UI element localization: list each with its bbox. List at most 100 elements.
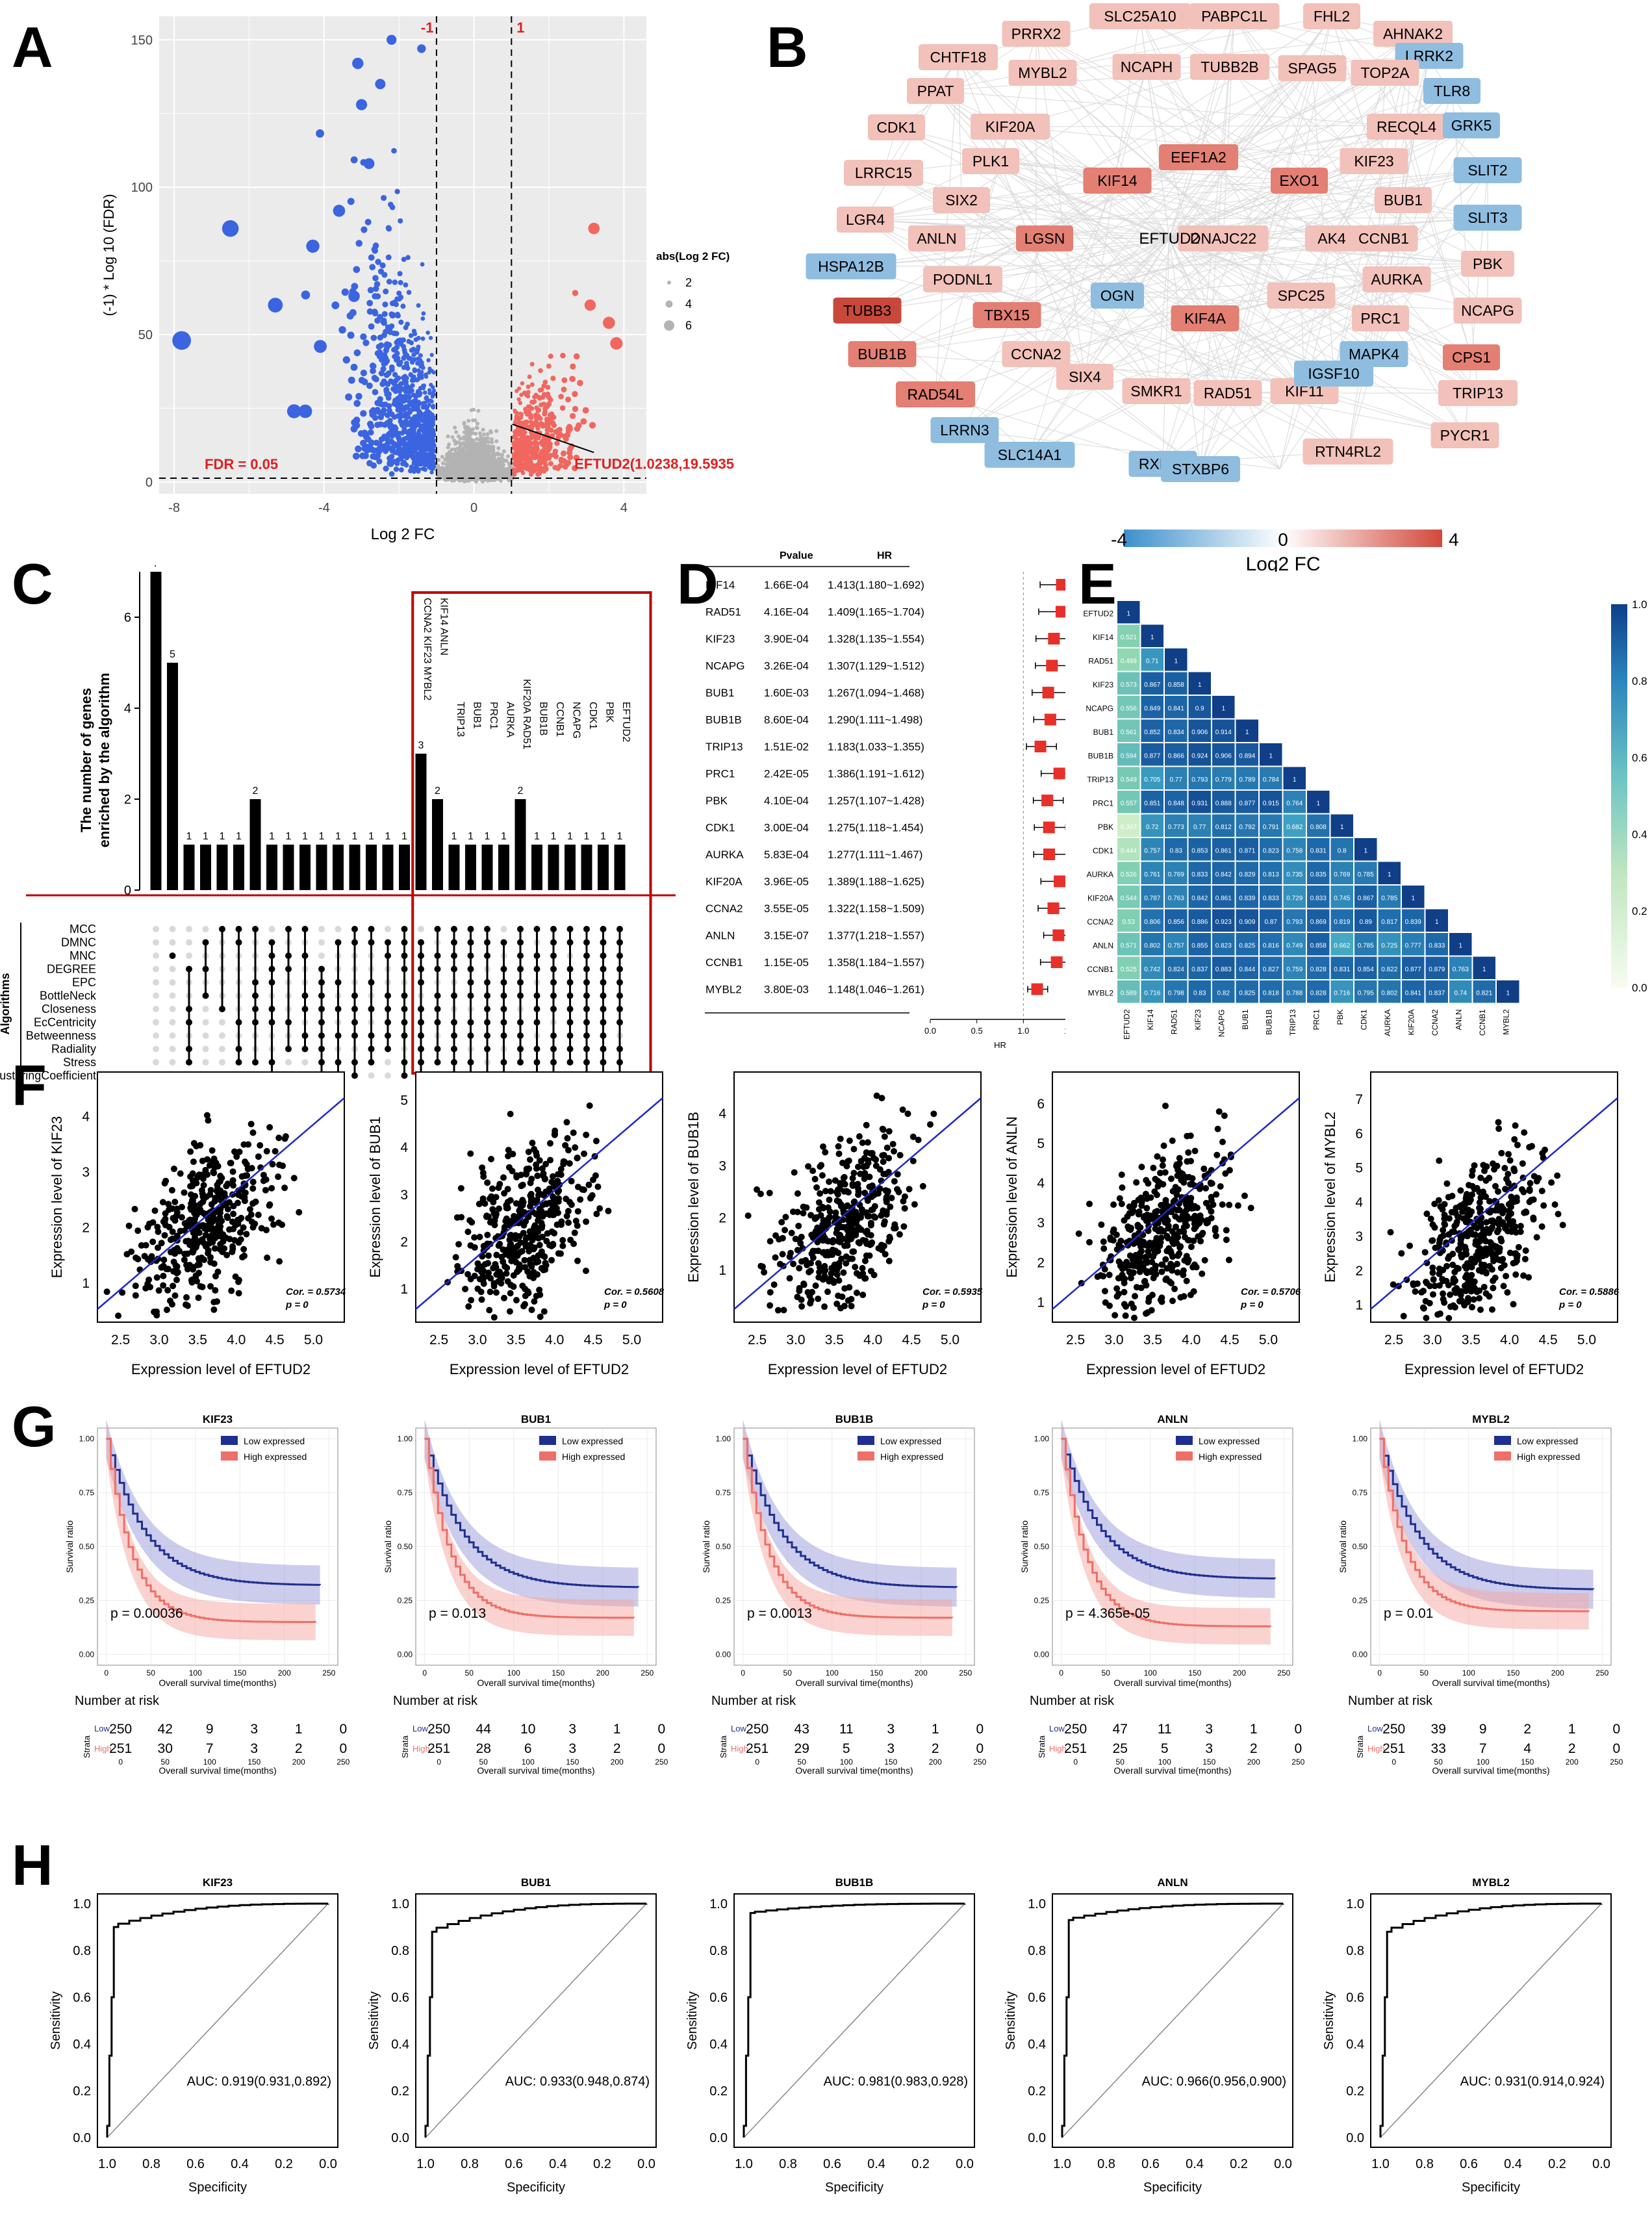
down-point <box>367 287 374 294</box>
ns-point <box>462 422 466 426</box>
down-point <box>391 380 397 387</box>
scatter-point <box>539 1165 546 1172</box>
down-point <box>368 254 375 261</box>
highlight-box <box>411 591 652 1075</box>
scatter-point <box>188 1206 195 1213</box>
network-edge <box>1223 55 1430 239</box>
node-label: NCAPG <box>1461 302 1514 319</box>
ns-point <box>476 409 481 413</box>
down-point <box>377 268 385 275</box>
node-label: TUBB3 <box>843 302 891 319</box>
node-label: RAD54L <box>908 386 964 403</box>
cell-value: 1 <box>1221 705 1225 712</box>
scatter-point <box>555 1171 562 1178</box>
node-label: SLC14A1 <box>998 446 1061 463</box>
node-label: SLC25A10 <box>1104 8 1176 25</box>
node-label: ANLN <box>917 230 956 247</box>
up-point <box>533 446 539 452</box>
scatter-point <box>168 1186 175 1194</box>
ns-point <box>490 440 494 444</box>
bar-label: 1 <box>567 831 573 842</box>
cell-value: 0.787 <box>1144 895 1160 902</box>
x-tick: 2.5 <box>111 1333 130 1347</box>
scatter-point <box>568 1178 575 1185</box>
down-point <box>402 442 408 448</box>
row-pvalue: 5.83E-04 <box>764 849 809 861</box>
heatmap-cell <box>1330 980 1353 1003</box>
heatmap-cell <box>1330 886 1353 908</box>
scatter-point <box>465 1303 472 1310</box>
matrix-dot <box>202 926 209 932</box>
down-point <box>381 351 388 358</box>
scatter-point <box>211 1245 218 1252</box>
down-point <box>422 441 427 446</box>
down-point <box>350 363 358 371</box>
up-point <box>542 423 548 428</box>
down-point <box>386 279 392 285</box>
down-point <box>388 364 395 370</box>
scatter-point <box>212 1287 219 1294</box>
down-point <box>427 418 432 423</box>
cell-value: 0.785 <box>1358 871 1374 878</box>
cell-value: 0.725 <box>1381 942 1397 949</box>
down-point <box>427 442 432 447</box>
cell-value: 0.682 <box>1286 824 1303 831</box>
upset-bar <box>167 663 178 890</box>
cell-value: 0.444 <box>1121 847 1137 854</box>
scatter-point <box>529 1140 536 1147</box>
cell-value: 0.834 <box>1168 729 1184 736</box>
scatter-point <box>502 1263 509 1270</box>
heatmap-cell <box>1165 743 1188 766</box>
down-point <box>423 463 427 468</box>
up-point <box>566 424 573 430</box>
up-point <box>518 432 524 437</box>
cell-value: 0.831 <box>1310 847 1327 854</box>
scatter-point <box>581 1150 588 1157</box>
down-point <box>412 437 417 442</box>
network-edge <box>1006 314 1201 470</box>
scatter-point <box>249 1179 257 1186</box>
down-point <box>412 368 417 374</box>
up-point <box>515 415 520 419</box>
heatmap-cell <box>1165 862 1188 884</box>
ns-point <box>466 434 470 439</box>
cell-value: 0.779 <box>1215 776 1232 784</box>
down-point <box>372 293 378 300</box>
node-label: IGSF10 <box>1308 365 1359 382</box>
ns-point <box>459 459 464 463</box>
node-label: GRK5 <box>1451 117 1492 134</box>
row-hr: 1.409(1.165~1.704) <box>828 606 924 619</box>
down-point <box>413 416 418 422</box>
down-point <box>427 388 432 392</box>
down-point <box>398 393 403 399</box>
scatter-point <box>155 1287 162 1294</box>
down-point <box>404 435 410 441</box>
down-point <box>426 330 430 335</box>
down-point <box>416 430 422 435</box>
scatter-point <box>464 1271 472 1278</box>
heatmap-cell <box>1260 909 1282 932</box>
network-edge <box>1036 157 1199 355</box>
ns-point <box>457 440 461 444</box>
heatmap-cell <box>1212 743 1235 766</box>
scatter-point <box>555 1195 563 1202</box>
scatter-point <box>146 1220 153 1227</box>
down-point <box>400 461 406 466</box>
bar-label: 2 <box>253 785 259 797</box>
scatter-point <box>536 1157 543 1164</box>
cell-value: 0.556 <box>1121 705 1137 712</box>
scatter-point <box>230 1210 237 1218</box>
up-point <box>529 361 535 367</box>
down-point <box>398 319 404 325</box>
scatter-point <box>276 1161 283 1168</box>
row-gene: KIF23 <box>705 633 735 645</box>
scatter-point <box>190 1248 197 1255</box>
ns-point <box>477 458 481 463</box>
scatter-point <box>226 1236 233 1243</box>
row-hr: 1.413(1.180~1.692) <box>828 579 924 591</box>
network-edge <box>867 238 1384 311</box>
scatter-point <box>248 1121 255 1128</box>
scatter-point <box>131 1205 138 1212</box>
